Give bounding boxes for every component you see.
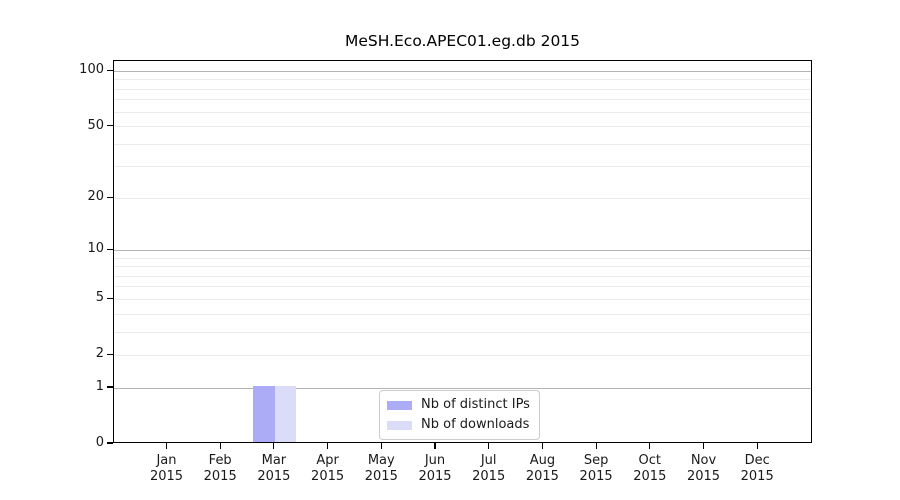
x-tick-year: 2015 — [257, 469, 291, 484]
x-tick-mark — [649, 443, 651, 449]
x-tick-year: 2015 — [311, 469, 345, 484]
x-tick-month: Jan — [156, 453, 177, 468]
x-tick-month: Feb — [208, 453, 232, 468]
x-tick-label: Apr 2015 — [292, 453, 364, 485]
gridline-minor — [114, 88, 811, 90]
x-tick-month: May — [367, 453, 395, 468]
gridline-major — [114, 70, 811, 72]
chart-title: MeSH.Eco.APEC01.eg.db 2015 — [344, 32, 581, 50]
legend-label-distinct-ips: Nb of distinct IPs — [421, 397, 530, 412]
x-tick-label: Feb 2015 — [184, 453, 256, 485]
x-tick-year: 2015 — [203, 469, 237, 484]
x-tick-label: Jun 2015 — [399, 453, 471, 485]
x-tick-label: Jan 2015 — [131, 453, 203, 485]
x-tick-month: Dec — [744, 453, 770, 468]
gridline-minor — [114, 313, 811, 315]
gridline-minor — [114, 298, 811, 300]
bar-mar-series0 — [253, 386, 275, 442]
x-tick-mark — [165, 443, 168, 449]
y-tick-mark — [107, 125, 113, 127]
y-tick-mark — [107, 442, 113, 444]
y-tick-mark — [107, 353, 113, 355]
gridline-minor — [114, 166, 811, 168]
legend-item-downloads: Nb of downloads — [387, 415, 530, 435]
y-tick-mark — [107, 69, 113, 72]
gridline-minor — [114, 354, 811, 356]
gridline-minor — [114, 331, 811, 333]
gridline-minor — [114, 79, 811, 81]
x-tick-label: Nov 2015 — [668, 453, 740, 485]
y-tick-label: 0 — [95, 435, 104, 450]
bar-mar-series1 — [274, 386, 297, 442]
plot-area: Nb of distinct IPs Nb of downloads — [113, 60, 812, 443]
gridline-minor — [114, 99, 811, 101]
x-tick-month: Mar — [261, 453, 287, 468]
x-tick-mark — [273, 443, 275, 449]
x-tick-mark — [756, 443, 758, 449]
legend-swatch-distinct-ips — [387, 400, 412, 410]
x-tick-month: Apr — [316, 453, 339, 468]
x-tick-mark — [702, 443, 705, 449]
legend-swatch-downloads — [387, 420, 412, 430]
y-tick-mark — [107, 196, 113, 198]
x-tick-label: Aug 2015 — [506, 453, 578, 485]
legend: Nb of distinct IPs Nb of downloads — [379, 390, 540, 440]
gridline-minor — [114, 275, 811, 277]
legend-label-downloads: Nb of downloads — [421, 417, 530, 432]
gridline-minor — [114, 143, 811, 145]
x-tick-year: 2015 — [633, 469, 667, 484]
y-tick-label: 100 — [79, 62, 104, 78]
x-tick-year: 2015 — [579, 469, 613, 484]
x-tick-label: Sep 2015 — [560, 453, 632, 485]
y-tick-label: 50 — [87, 117, 104, 133]
x-tick-mark — [595, 443, 597, 449]
x-tick-year: 2015 — [686, 469, 721, 484]
x-tick-month: Oct — [638, 453, 662, 468]
x-tick-mark — [380, 443, 382, 449]
x-tick-month: Jul — [480, 453, 497, 468]
y-tick-mark — [107, 297, 113, 299]
x-tick-year: 2015 — [525, 469, 559, 484]
y-tick-label: 20 — [87, 189, 104, 205]
y-tick-label: 2 — [95, 346, 104, 362]
legend-item-distinct-ips: Nb of distinct IPs — [387, 395, 530, 415]
gridline-minor — [114, 126, 811, 128]
gridline-major — [114, 387, 811, 389]
y-tick-label: 5 — [95, 290, 104, 306]
x-tick-label: Jul 2015 — [453, 453, 525, 485]
gridline-minor — [114, 197, 811, 199]
x-tick-mark — [327, 443, 329, 449]
x-tick-label: Mar 2015 — [238, 453, 310, 485]
gridline-minor — [114, 286, 811, 288]
y-tick-label: 1 — [95, 379, 104, 395]
x-tick-month: Sep — [583, 453, 609, 468]
x-tick-label: May 2015 — [345, 453, 417, 485]
x-tick-year: 2015 — [472, 469, 506, 484]
x-tick-mark — [488, 443, 490, 449]
y-tick-mark — [107, 386, 113, 388]
gridline-minor — [114, 111, 811, 113]
gridline-minor — [114, 257, 811, 259]
x-tick-month: Jun — [424, 453, 446, 468]
x-tick-year: 2015 — [418, 469, 452, 484]
gridline-minor — [114, 266, 811, 268]
y-tick-label: 10 — [87, 241, 104, 257]
gridline-major — [114, 249, 811, 251]
x-tick-month: Aug — [529, 453, 556, 468]
x-tick-year: 2015 — [149, 469, 184, 484]
x-tick-mark — [434, 443, 436, 449]
x-tick-year: 2015 — [740, 469, 774, 484]
x-tick-label: Oct 2015 — [614, 453, 686, 485]
x-tick-year: 2015 — [364, 469, 398, 484]
y-tick-mark — [107, 248, 113, 251]
x-tick-month: Nov — [690, 453, 717, 468]
x-tick-label: Dec 2015 — [721, 453, 793, 485]
x-tick-mark — [541, 443, 543, 449]
x-tick-mark — [219, 443, 221, 449]
